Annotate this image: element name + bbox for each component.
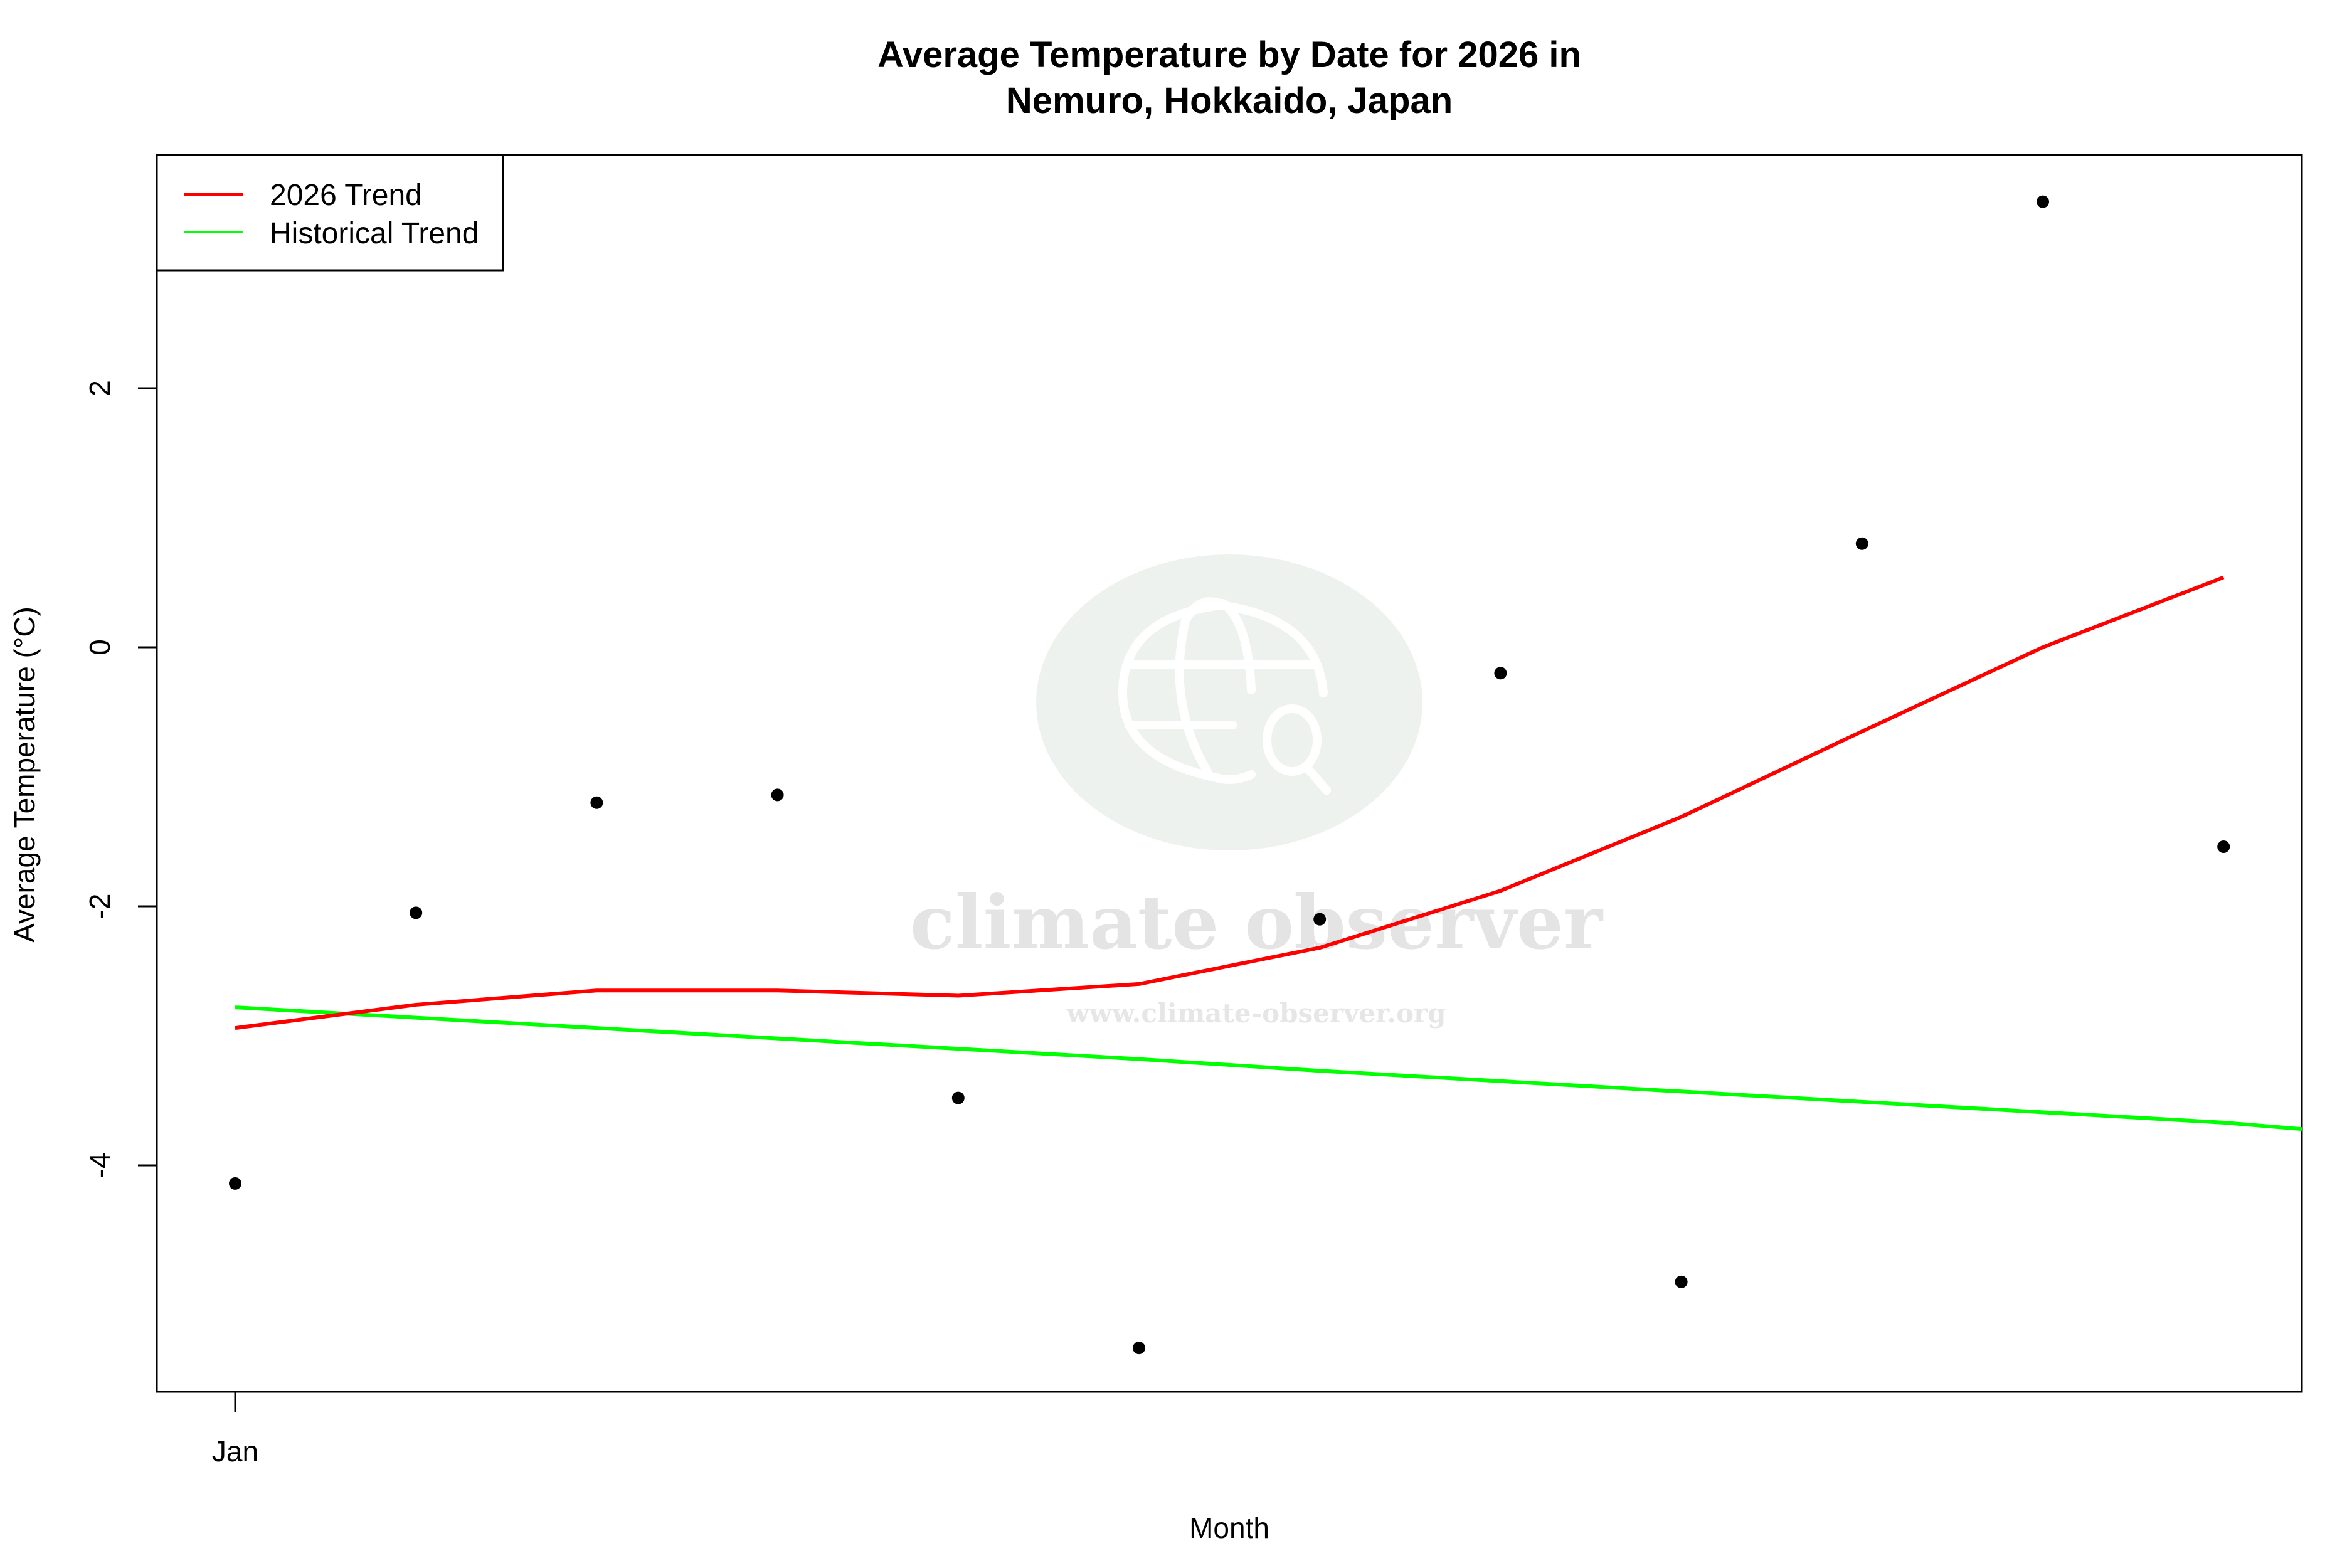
- watermark: climate observer www.climate-observer.or…: [910, 554, 1604, 1029]
- globe-search-icon: [1118, 597, 1331, 795]
- y-tick-label: -2: [83, 894, 116, 919]
- data-point-mar: [590, 796, 603, 809]
- y-tick-label: -4: [83, 1153, 116, 1179]
- x-axis-label: Month: [1189, 1512, 1269, 1544]
- historical-trend-line: [235, 1005, 2302, 1131]
- y-axis: [138, 387, 157, 1167]
- data-point-feb: [410, 906, 423, 919]
- data-point-apr: [771, 788, 784, 802]
- y-axis-label: Average Temperature (°C): [8, 607, 41, 943]
- data-point-jun: [1133, 1342, 1145, 1355]
- trend-2026-path: [235, 575, 2225, 1030]
- data-point-jan: [229, 1177, 241, 1190]
- legend-label-2026-trend: 2026 Trend: [270, 179, 422, 212]
- data-points: [229, 195, 2230, 1355]
- data-point-jul: [1313, 913, 1327, 926]
- legend-label-historical-trend: Historical Trend: [270, 217, 479, 250]
- trend-2026-line: [235, 575, 2225, 1030]
- data-point-may: [951, 1091, 965, 1104]
- data-point-aug: [1494, 667, 1507, 680]
- plot-frame: [156, 154, 2303, 1393]
- legend: 2026 Trend Historical Trend: [156, 154, 504, 272]
- data-point-nov: [2037, 195, 2049, 208]
- watermark-badge: [1036, 554, 1422, 850]
- historical-trend-path: [235, 1005, 2302, 1131]
- chart-title-line1: Average Temperature by Date for 2026 in: [877, 34, 1581, 75]
- y-tick-label: 2: [83, 380, 116, 396]
- x-tick-label: Jan: [212, 1435, 258, 1468]
- data-point-sep: [1675, 1275, 1688, 1288]
- data-point-dec: [2217, 840, 2230, 854]
- data-point-oct: [1855, 537, 1868, 550]
- watermark-url: www.climate-observer.org: [1066, 998, 1446, 1029]
- chart-title-line2: Nemuro, Hokkaido, Japan: [1006, 80, 1453, 121]
- legend-box: [156, 154, 504, 272]
- y-tick-label: 0: [83, 639, 116, 655]
